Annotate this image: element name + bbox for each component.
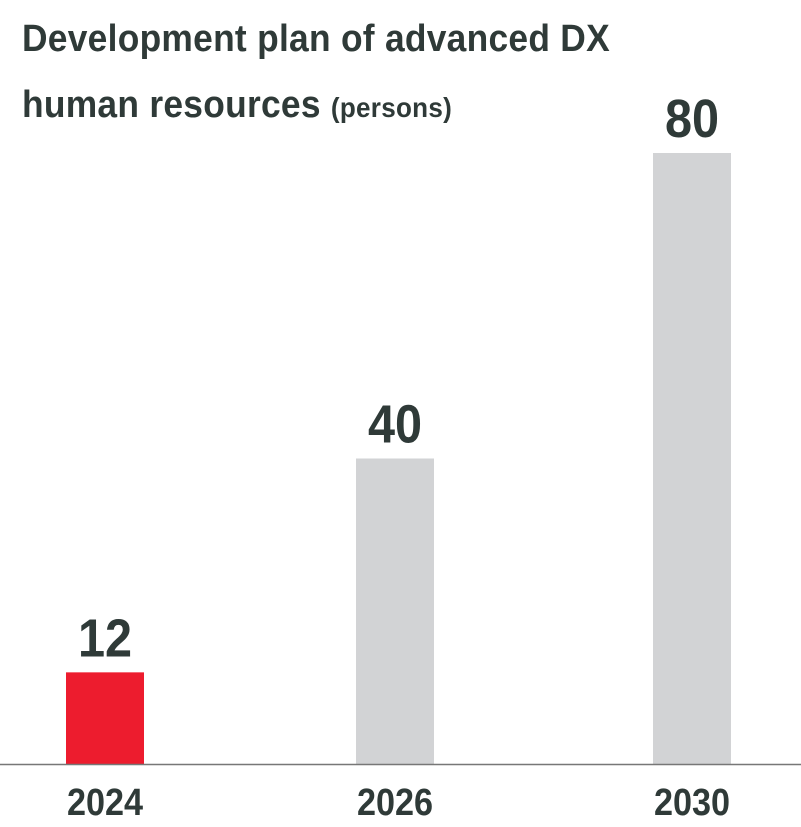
bar-2026 (356, 458, 434, 764)
unit-label: (persons) (330, 92, 453, 123)
x-tick-label-2026: 2026 (357, 780, 433, 823)
bar-2030 (653, 153, 731, 764)
x-tick-label-2030: 2030 (654, 780, 730, 823)
bar-2024 (66, 672, 144, 764)
data-label-2030: 80 (665, 88, 719, 149)
chart-title-line1: Development plan of advanced DX (22, 18, 610, 60)
data-label-2024: 12 (78, 607, 132, 668)
data-label-2026: 40 (368, 393, 422, 454)
chart-title: Development plan of advanced DX human re… (22, 6, 610, 141)
chart-title-line2: human resources (22, 84, 321, 126)
x-tick-label-2024: 2024 (67, 780, 143, 823)
